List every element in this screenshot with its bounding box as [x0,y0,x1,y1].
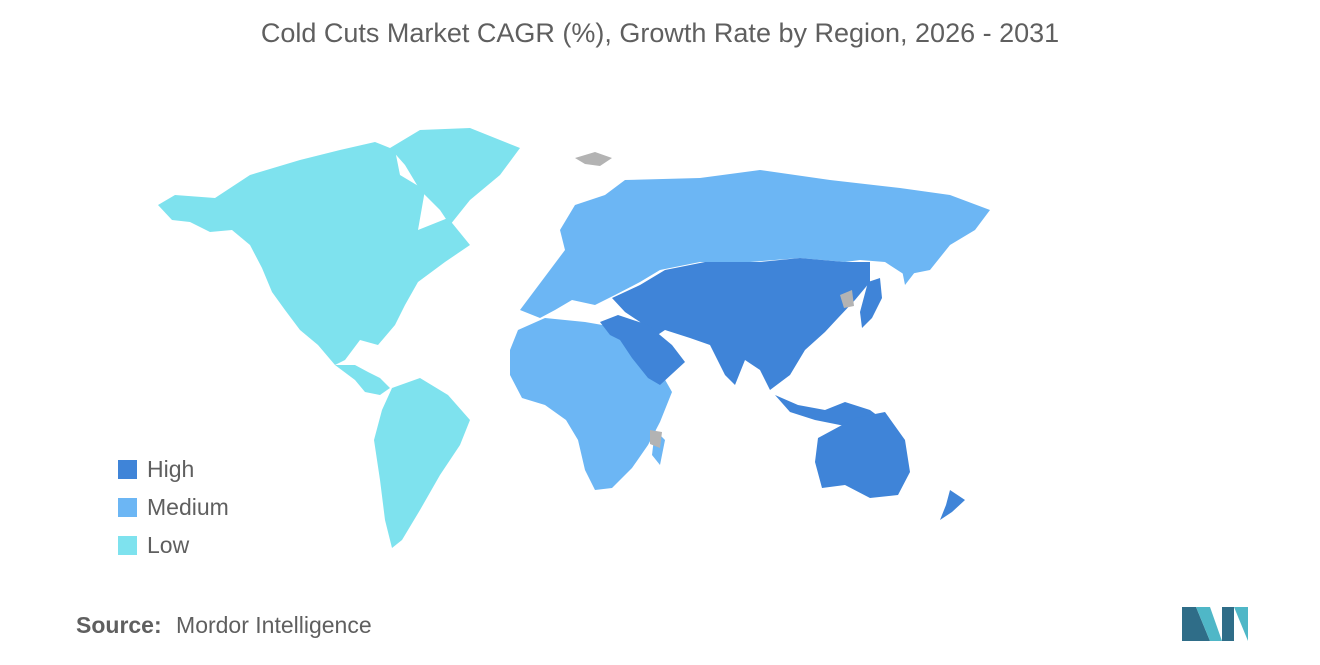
legend-item-low: Low [118,526,229,564]
region-europe [520,170,990,318]
legend-item-medium: Medium [118,488,229,526]
region-asia-pacific [600,258,965,520]
region-south-america [374,378,470,548]
mordor-intelligence-logo [1182,607,1248,641]
chart-title: Cold Cuts Market CAGR (%), Growth Rate b… [260,18,1060,48]
legend-swatch-high [118,459,137,479]
legend-label: Low [147,531,190,558]
region-north-america [158,128,520,395]
legend-item-high: High [118,450,229,488]
region-no-data [575,152,854,448]
source-name: Mordor Intelligence [176,612,372,638]
legend: High Medium Low [118,450,229,564]
legend-label: High [147,455,195,482]
legend-label: Medium [147,493,229,520]
legend-swatch-medium [118,497,137,517]
source-note: Source: Mordor Intelligence [76,612,372,639]
legend-swatch-low [118,535,137,555]
source-label: Source: [76,612,162,638]
